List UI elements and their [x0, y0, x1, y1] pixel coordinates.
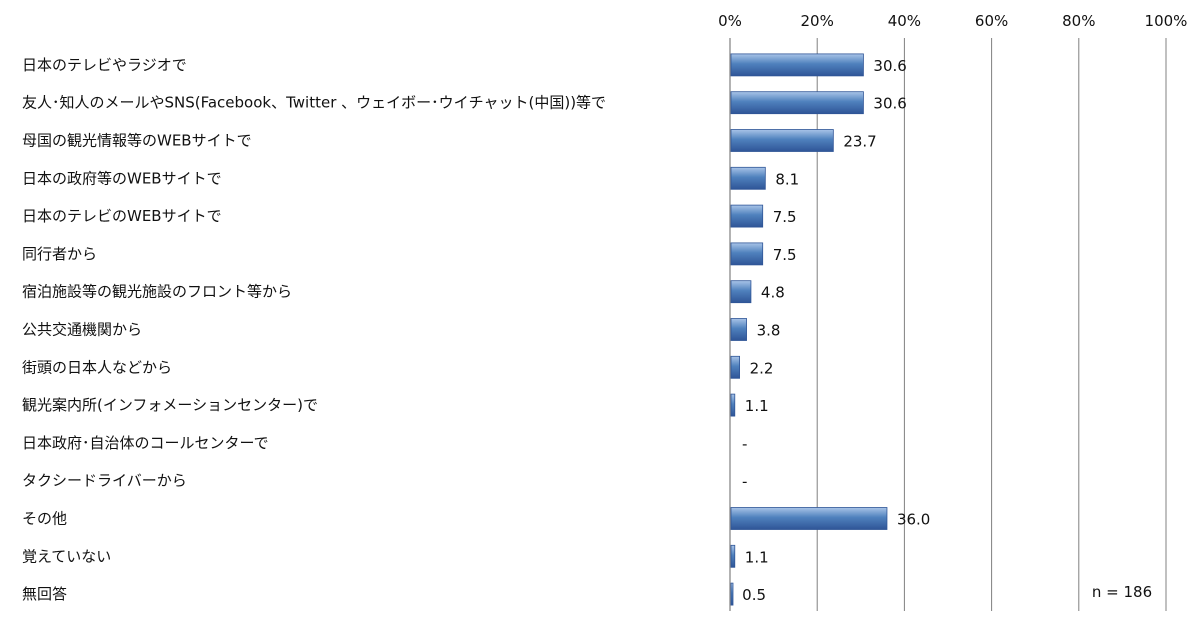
- x-tick-label: 80%: [1062, 12, 1095, 30]
- data-label: 2.2: [750, 359, 774, 377]
- x-tick-label: 40%: [888, 12, 921, 30]
- x-tick-label: 20%: [801, 12, 834, 30]
- bar: [730, 544, 736, 568]
- bar: [730, 91, 864, 115]
- bar: [730, 242, 764, 266]
- bar: [730, 355, 740, 379]
- data-label: -: [742, 435, 747, 453]
- category-label: 宿泊施設等の観光施設のフロント等から: [22, 283, 292, 301]
- data-label: 30.6: [873, 95, 906, 113]
- category-labels: 日本のテレビやラジオで友人･知人のメールやSNS(Facebook、Twitte…: [22, 56, 606, 603]
- category-label: 覚えていない: [22, 547, 111, 565]
- bar: [730, 166, 766, 190]
- category-label: 公共交通機関から: [22, 321, 142, 339]
- category-label: 日本の政府等のWEBサイトで: [22, 169, 222, 187]
- category-label: 同行者から: [22, 245, 97, 263]
- x-tick-label: 60%: [975, 12, 1008, 30]
- category-label: 日本のテレビやラジオで: [22, 56, 187, 74]
- data-label: 3.8: [757, 322, 781, 340]
- data-label: 0.5: [742, 586, 766, 604]
- bar: [730, 53, 864, 77]
- data-label: -: [742, 473, 747, 491]
- category-label: 友人･知人のメールやSNS(Facebook、Twitter 、ウェイボー･ウイ…: [22, 94, 606, 112]
- bar: [730, 204, 764, 228]
- data-label: 30.6: [873, 57, 906, 75]
- x-tick-label: 100%: [1145, 12, 1188, 30]
- category-label: タクシードライバーから: [22, 472, 187, 490]
- category-label: 母国の観光情報等のWEBサイトで: [22, 132, 252, 150]
- bar: [730, 582, 734, 606]
- data-labels: 30.6 30.6 23.7 8.1 7.5 7.5 4.8 3.8 2.2 1.1 - - 36.0 1…: [742, 57, 930, 604]
- category-label: 日本政府･自治体のコールセンターで: [22, 434, 269, 452]
- data-label: 4.8: [761, 284, 785, 302]
- x-tick-label: 0%: [718, 12, 742, 30]
- category-label: 街頭の日本人などから: [22, 358, 172, 376]
- data-label: 36.0: [897, 511, 930, 529]
- data-label: 7.5: [773, 246, 797, 264]
- data-label: 8.1: [775, 170, 799, 188]
- data-label: 23.7: [843, 133, 876, 151]
- bar: [730, 393, 736, 417]
- bar: [730, 507, 888, 530]
- bar: [730, 280, 752, 304]
- category-label: 無回答: [22, 585, 67, 603]
- category-label: 観光案内所(インフォメーションセンター)で: [22, 396, 318, 414]
- data-label: 1.1: [745, 548, 769, 566]
- sample-size-note: n = 186: [1092, 583, 1152, 601]
- data-label: 1.1: [745, 397, 769, 415]
- category-label: 日本のテレビのWEBサイトで: [22, 207, 222, 225]
- data-label: 7.5: [773, 208, 797, 226]
- x-axis-ticks: 0% 20% 40% 60% 80% 100%: [718, 12, 1187, 30]
- bar: [730, 129, 834, 152]
- category-label: その他: [22, 510, 67, 528]
- bars: [730, 53, 888, 606]
- bar: [730, 318, 747, 341]
